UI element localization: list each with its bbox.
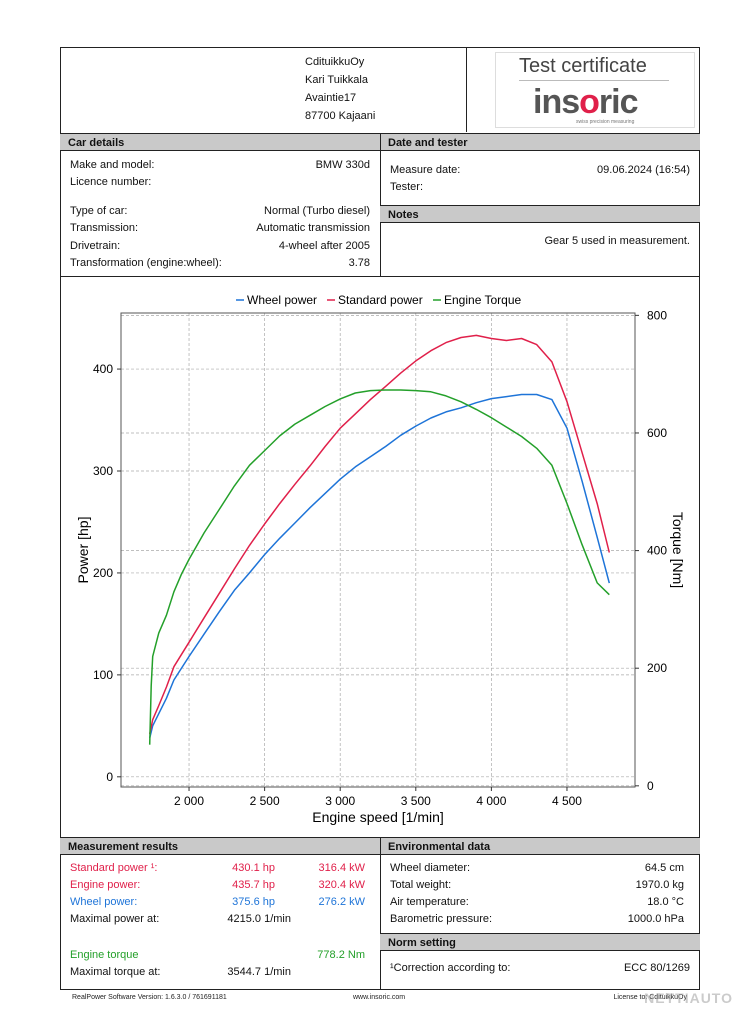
standard-power-kw: 316.4 kW (318, 862, 365, 874)
x-tick-label: 3 000 (325, 794, 355, 808)
chart-ticks: 2 000 2 500 3 000 3 500 4 000 4 500 0 100 200 300… (93, 308, 667, 808)
barometric-pressure-value: 1000.0 hPa (627, 913, 684, 925)
max-torque-value: 3544.7 1/min (227, 966, 291, 978)
details-divider (380, 133, 381, 276)
company-name: CdituikkuOy (305, 56, 365, 68)
watermark: NETTIAUTO (644, 990, 733, 1006)
wheel-diameter-value: 64.5 cm (644, 862, 684, 874)
engine-power-label: Engine power: (70, 879, 141, 891)
chart-series (148, 334, 611, 745)
x-tick-label: 4 000 (476, 794, 506, 808)
transformation-label: Transformation (engine:wheel): (70, 257, 222, 269)
x-tick-label: 2 000 (174, 794, 204, 808)
make-value: BMW 330d (315, 159, 370, 171)
engine-power-hp: 435.7 hp (232, 879, 275, 891)
tester-label: Tester: (390, 181, 424, 193)
engine-torque-label: Engine torque (70, 949, 139, 961)
y2-tick-label: 800 (647, 308, 667, 322)
norm-header: Norm setting (380, 933, 700, 951)
wheel-power-kw: 276.2 kW (318, 896, 365, 908)
legend-wheel-power: Wheel power (247, 293, 317, 307)
engine-power-kw: 320.4 kW (318, 879, 365, 891)
drivetrain-label: Drivetrain: (70, 240, 121, 252)
air-temperature-value: 18.0 °C (647, 896, 684, 908)
title-underline (519, 80, 669, 81)
make-label: Make and model: (70, 159, 155, 171)
notes-header: Notes (380, 205, 700, 223)
licence-holder: License to: CdituikkuOy (613, 994, 687, 1001)
series-standard-power (148, 334, 611, 735)
max-torque-label: Maximal torque at: (70, 966, 161, 978)
series-wheel-power (148, 393, 611, 739)
transmission-value: Automatic transmission (256, 222, 370, 234)
standard-power-hp: 430.1 hp (232, 862, 275, 874)
chart-legend: Wheel power Standard power Engine Torque (236, 293, 522, 307)
notes-text: Gear 5 used in measurement. (544, 235, 690, 247)
software-version: RealPower Software Version: 1.6.3.0 / 76… (72, 994, 227, 1001)
certificate-title: Test certificate (519, 55, 647, 77)
date-tester-header: Date and tester (380, 133, 700, 151)
wheel-power-label: Wheel power: (70, 896, 138, 908)
results-divider (380, 837, 381, 990)
measure-date-value: 09.06.2024 (16:54) (597, 164, 690, 176)
wheel-diameter-label: Wheel diameter: (390, 862, 471, 874)
type-value: Normal (Turbo diesel) (264, 205, 370, 217)
company-contact: Kari Tuikkala (305, 74, 368, 86)
drivetrain-value: 4-wheel after 2005 (278, 240, 370, 252)
environment-header: Environmental data (380, 837, 700, 855)
standard-power-label: Standard power ¹: (70, 862, 158, 874)
type-label: Type of car: (70, 205, 128, 217)
certificate-badge: Test certificate insoric swiss precision… (495, 52, 695, 128)
insoric-logo: insoric (533, 83, 638, 121)
y2-tick-label: 400 (647, 544, 667, 558)
plot-area (120, 312, 636, 788)
measurement-header: Measurement results (60, 837, 381, 855)
total-weight-label: Total weight: (390, 879, 452, 891)
chart-grid (121, 313, 635, 787)
x-tick-label: 3 500 (401, 794, 431, 808)
y-tick-label: 300 (93, 464, 113, 478)
company-city: 87700 Kajaani (305, 110, 376, 122)
website-link[interactable]: www.insoric.com (353, 994, 406, 1001)
car-details-header: Car details (60, 133, 381, 151)
engine-torque-value: 778.2 Nm (317, 949, 365, 961)
x-tick-label: 4 500 (552, 794, 582, 808)
logo-tagline: swiss precision measuring (576, 119, 635, 125)
max-power-value: 4215.0 1/min (227, 913, 291, 925)
y-tick-label: 200 (93, 566, 113, 580)
y2-axis-label: Torque [Nm] (670, 512, 686, 588)
company-block: CdituikkuOy Kari Tuikkala Avaintie17 877… (305, 53, 375, 125)
y-tick-label: 100 (93, 668, 113, 682)
air-temperature-label: Air temperature: (390, 896, 469, 908)
y-tick-label: 0 (106, 770, 113, 784)
x-axis-label: Engine speed [1/min] (312, 809, 444, 825)
y2-tick-label: 600 (647, 426, 667, 440)
wheel-power-hp: 375.6 hp (232, 896, 275, 908)
company-street: Avaintie17 (305, 92, 357, 104)
x-tick-label: 2 500 (250, 794, 280, 808)
total-weight-value: 1970.0 kg (635, 879, 684, 891)
legend-standard-power: Standard power (338, 293, 423, 307)
y-tick-label: 400 (93, 362, 113, 376)
y2-tick-label: 200 (647, 661, 667, 675)
transformation-value: 3.78 (348, 257, 370, 269)
y-axis-label: Power [hp] (75, 517, 91, 584)
measure-date-label: Measure date: (390, 164, 461, 176)
chart-top-divider (60, 276, 700, 277)
norm-value: ECC 80/1269 (623, 962, 690, 974)
transmission-label: Transmission: (70, 222, 139, 234)
max-power-label: Maximal power at: (70, 913, 160, 925)
series-engine-torque (148, 389, 610, 745)
y2-tick-label: 0 (647, 779, 654, 793)
norm-label: ¹Correction according to: (390, 962, 511, 974)
barometric-pressure-label: Barometric pressure: (390, 913, 493, 925)
header-divider (466, 47, 467, 132)
licence-label: Licence number: (70, 176, 152, 188)
legend-engine-torque: Engine Torque (444, 293, 522, 307)
